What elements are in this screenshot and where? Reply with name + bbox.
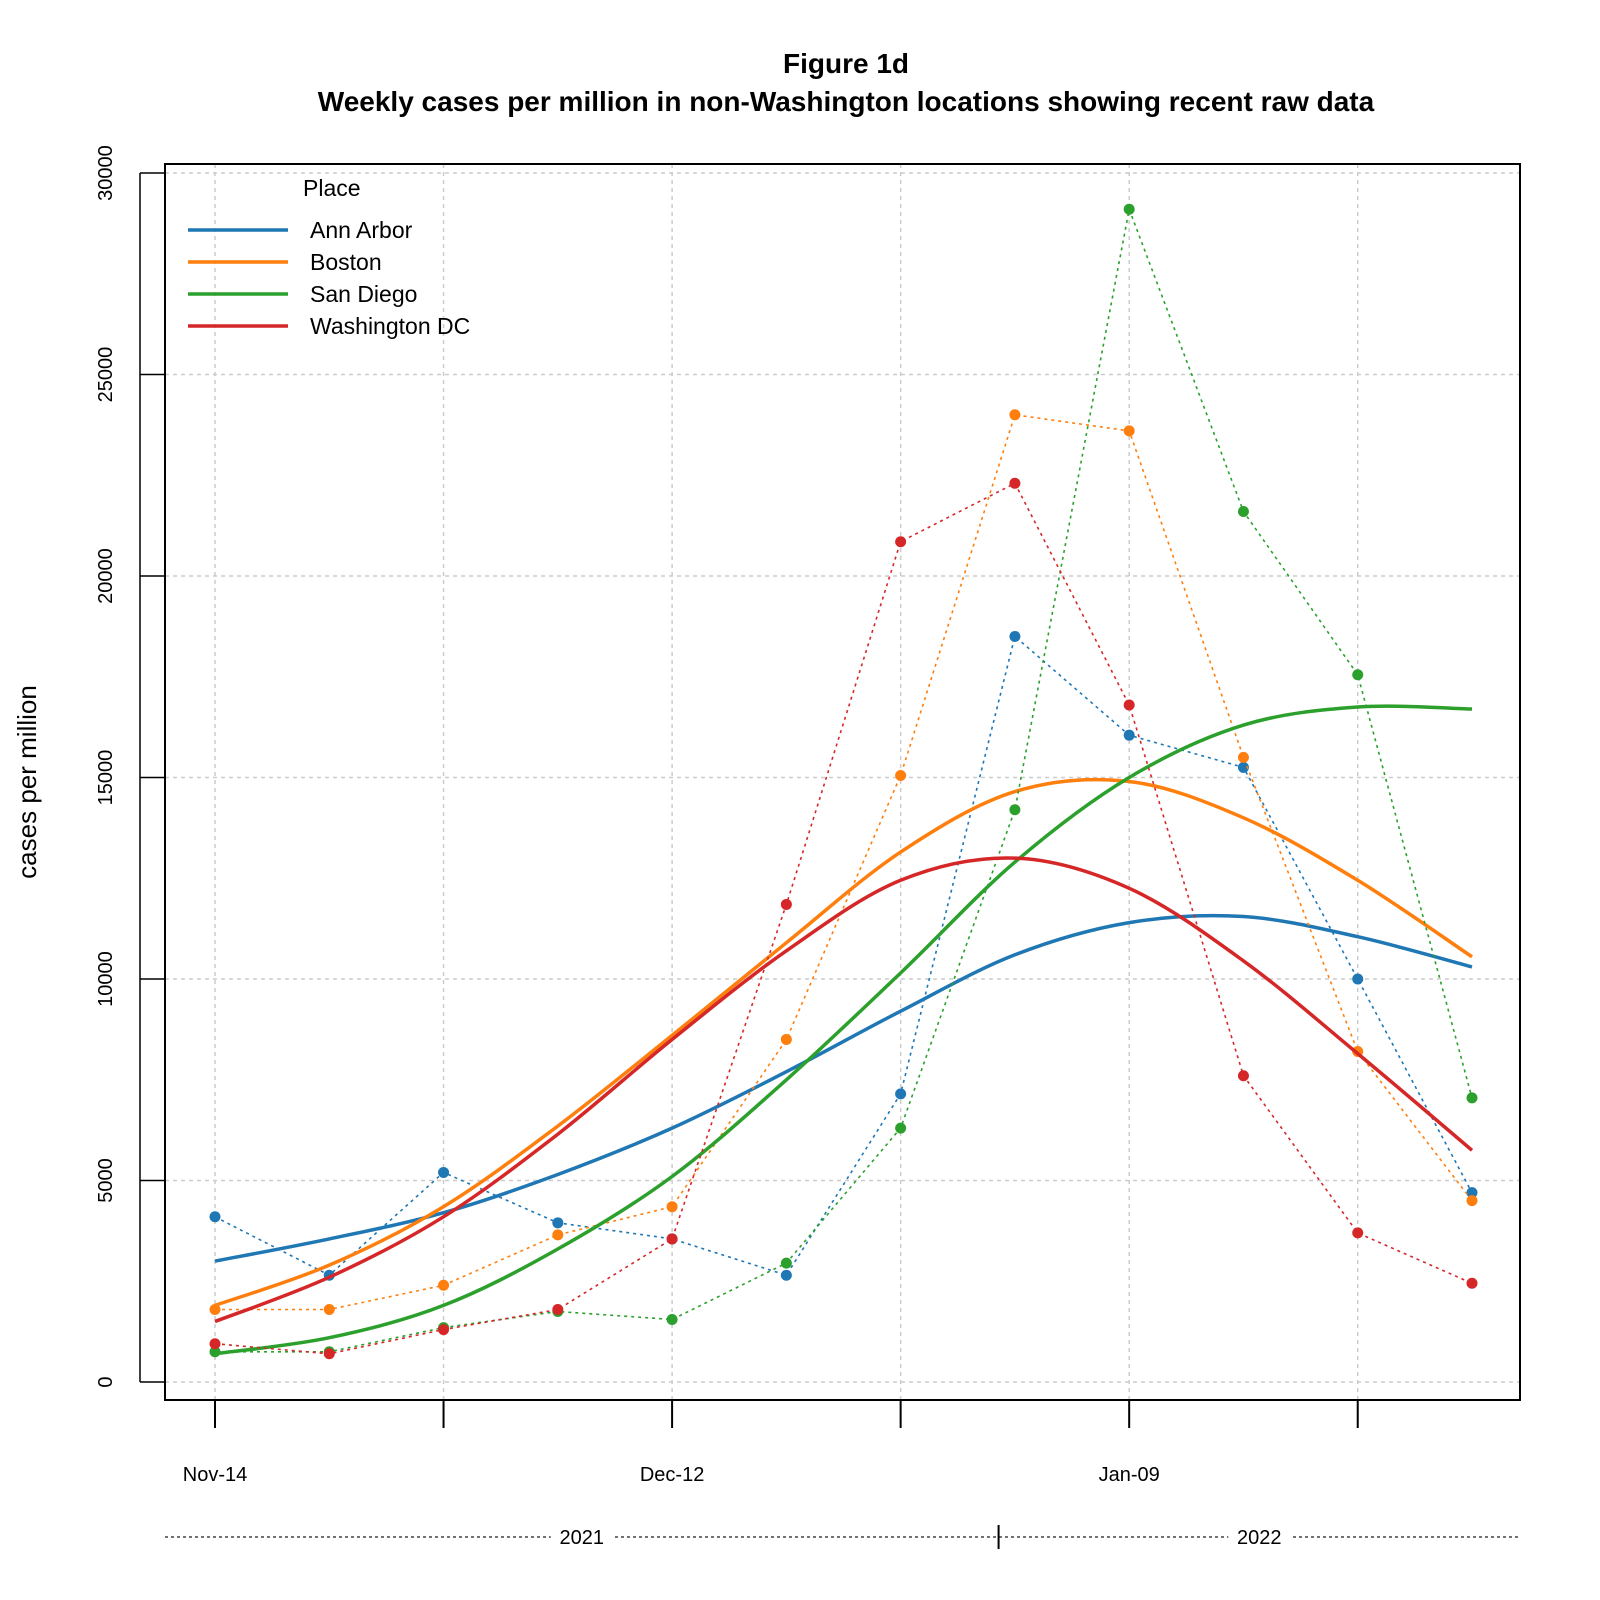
raw-data-point xyxy=(1123,425,1135,437)
raw-data-point xyxy=(1123,729,1135,741)
raw-data-point xyxy=(1123,203,1135,215)
raw-data-point xyxy=(780,898,792,910)
legend-entry: Washington DC xyxy=(310,313,470,339)
raw-data-point xyxy=(1466,1195,1478,1207)
raw-data-point xyxy=(1009,409,1021,421)
raw-data-point xyxy=(1466,1187,1478,1199)
legend-entry: Ann Arbor xyxy=(310,217,413,243)
raw-data-point xyxy=(1237,751,1249,763)
legend: Place Ann Arbor Boston San Diego Washington… xyxy=(188,175,470,339)
raw-series-line xyxy=(214,482,1473,1355)
raw-series-line xyxy=(214,634,1473,1277)
raw-data-point xyxy=(209,1211,221,1223)
raw-data-point xyxy=(438,1166,450,1178)
x-tick-label: Jan-09 xyxy=(1099,1464,1160,1486)
smooth-series-line xyxy=(214,704,1473,1356)
year-label: 2022 xyxy=(1237,1527,1282,1549)
raw-data-point xyxy=(666,1233,678,1245)
y-axis-label: cases per million xyxy=(12,685,42,879)
year-label-background xyxy=(1228,1523,1291,1551)
y-tick-label: 30000 xyxy=(95,145,117,201)
raw-data-point xyxy=(780,1269,792,1281)
series-group xyxy=(209,409,1478,1315)
x-tick-label: Nov-14 xyxy=(183,1464,247,1486)
x-axis: Nov-14 Dec-12 Jan-09 xyxy=(183,1399,1359,1486)
y-tick-label: 5000 xyxy=(95,1158,117,1203)
raw-data-point xyxy=(1009,630,1021,642)
plot-frame xyxy=(164,163,1521,1401)
raw-data-point xyxy=(895,1088,907,1100)
raw-data-point xyxy=(552,1303,564,1315)
y-tick-label: 10000 xyxy=(95,951,117,1007)
series-layer xyxy=(209,203,1478,1360)
y-tick-label: 25000 xyxy=(95,347,117,403)
raw-series-line xyxy=(215,413,1473,1311)
raw-data-point xyxy=(666,1314,678,1326)
raw-data-point xyxy=(1009,477,1021,489)
raw-data-point xyxy=(1237,761,1249,773)
raw-data-point xyxy=(1009,804,1021,816)
legend-entry: Boston xyxy=(310,249,382,275)
chart-subtitle: Weekly cases per million in non-Washingt… xyxy=(318,86,1375,117)
y-tick-label: 20000 xyxy=(95,548,117,604)
raw-data-point xyxy=(1237,1070,1249,1082)
raw-data-point xyxy=(1352,973,1364,985)
raw-series-line xyxy=(215,206,1473,1353)
raw-data-point xyxy=(323,1348,335,1360)
y-tick-label: 0 xyxy=(95,1376,117,1387)
raw-data-point xyxy=(1466,1092,1478,1104)
raw-data-point xyxy=(1466,1277,1478,1289)
chart-title: Figure 1d xyxy=(783,48,909,79)
raw-data-point xyxy=(209,1303,221,1315)
year-axis: 2021 2022 xyxy=(165,1523,1520,1551)
raw-data-point xyxy=(1123,699,1135,711)
raw-data-point xyxy=(209,1338,221,1350)
raw-data-point xyxy=(895,1122,907,1134)
raw-data-point xyxy=(1352,669,1364,681)
raw-data-point xyxy=(209,1346,221,1358)
y-tick-label: 15000 xyxy=(95,750,117,806)
grid xyxy=(165,164,1520,1400)
year-label: 2021 xyxy=(560,1527,605,1549)
raw-data-point xyxy=(552,1229,564,1241)
raw-data-point xyxy=(666,1201,678,1213)
series-group xyxy=(209,630,1478,1281)
raw-data-point xyxy=(323,1303,335,1315)
raw-data-point xyxy=(895,536,907,548)
legend-entry: San Diego xyxy=(310,281,417,307)
smooth-series-line xyxy=(214,777,1473,1308)
series-group xyxy=(209,477,1478,1360)
smooth-series-line xyxy=(214,913,1473,1263)
smooth-series-line xyxy=(214,856,1474,1324)
raw-data-point xyxy=(552,1217,564,1229)
raw-data-point xyxy=(780,1257,792,1269)
raw-data-point xyxy=(780,1033,792,1045)
raw-data-point xyxy=(1237,506,1249,518)
y-axis: 0 5000 10000 15000 20000 25000 30000 xyxy=(95,145,165,1388)
raw-data-point xyxy=(438,1279,450,1291)
raw-data-point xyxy=(895,769,907,781)
x-tick-label: Dec-12 xyxy=(640,1464,704,1486)
legend-title: Place xyxy=(303,175,361,201)
year-label-background xyxy=(550,1523,613,1551)
raw-data-point xyxy=(1352,1227,1364,1239)
raw-data-point xyxy=(438,1324,450,1336)
